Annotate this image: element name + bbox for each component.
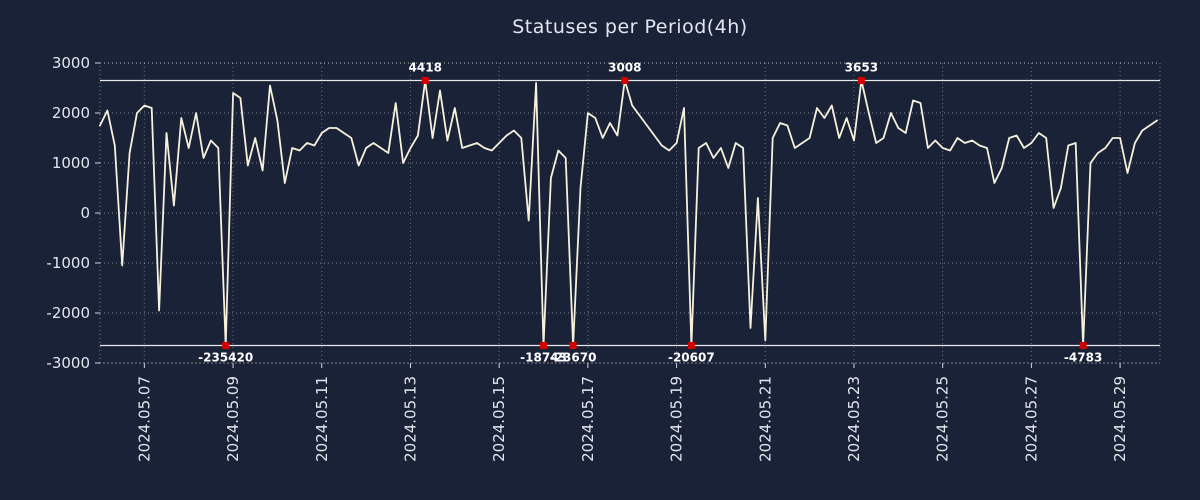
y-tick-label: -1000 — [46, 254, 90, 272]
data-marker — [569, 342, 577, 349]
annotation-label: 4418 — [409, 61, 442, 75]
x-tick-label: 2024.05.27 — [1022, 376, 1040, 462]
data-marker — [421, 77, 429, 84]
x-tick-label: 2024.05.21 — [756, 376, 774, 462]
data-marker — [687, 342, 695, 349]
annotation-label: 3653 — [845, 61, 878, 75]
y-tick-label: -3000 — [46, 354, 90, 372]
x-tick-label: 2024.05.25 — [934, 376, 952, 462]
y-tick-label: 2000 — [52, 104, 90, 122]
y-tick-label: 0 — [80, 204, 90, 222]
x-tick-label: 2024.05.17 — [579, 376, 597, 462]
annotation-label: -235420 — [198, 351, 253, 365]
x-tick-label: 2024.05.11 — [313, 376, 331, 462]
chart-title: Statuses per Period(4h) — [512, 16, 747, 38]
annotation-label: -18743 — [520, 351, 567, 365]
annotation-label: 3008 — [608, 61, 641, 75]
x-tick-label: 2024.05.19 — [668, 376, 686, 462]
data-marker — [857, 77, 865, 84]
x-tick-label: 2024.05.13 — [401, 376, 419, 462]
x-tick-label: 2024.05.07 — [135, 376, 153, 462]
data-marker — [540, 342, 548, 349]
x-tick-label: 2024.05.29 — [1111, 376, 1129, 462]
x-tick-label: 2024.05.09 — [224, 376, 242, 462]
data-marker — [1079, 342, 1087, 349]
series-line — [99, 79, 1158, 347]
annotation-label: -23670 — [550, 351, 597, 365]
annotation-label: -4783 — [1064, 351, 1102, 365]
data-marker — [621, 77, 629, 84]
annotation-label: -20607 — [668, 351, 715, 365]
x-tick-label: 2024.05.23 — [845, 376, 863, 462]
y-tick-label: -2000 — [46, 304, 90, 322]
y-tick-label: 3000 — [52, 54, 90, 72]
x-tick-label: 2024.05.15 — [490, 376, 508, 462]
y-tick-label: 1000 — [52, 154, 90, 172]
data-marker — [222, 342, 230, 349]
